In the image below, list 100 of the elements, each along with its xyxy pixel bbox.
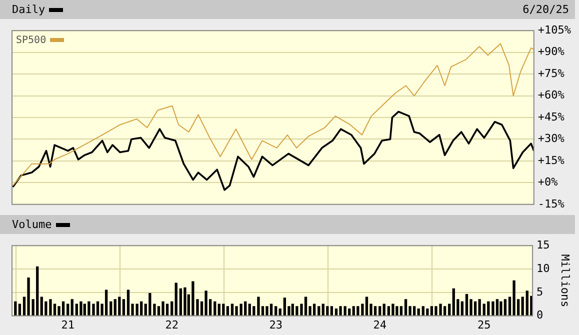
bar (465, 294, 468, 316)
bar (179, 288, 182, 316)
bar (378, 306, 382, 316)
y-tick-label: -15% (538, 197, 565, 210)
legend-label: Volume (12, 218, 52, 231)
legend-label: Daily (12, 3, 46, 16)
bar (512, 280, 516, 316)
bar (326, 306, 329, 316)
bar (426, 308, 429, 316)
bar (44, 301, 48, 316)
x-tick-label: 24 (373, 318, 387, 332)
bar (382, 304, 386, 316)
bar (266, 306, 268, 316)
y-tick-label: +45% (538, 110, 565, 124)
bar (521, 296, 524, 316)
bar (166, 304, 169, 316)
bar (526, 290, 528, 316)
bar (49, 299, 52, 316)
y-tick-label: 0 (536, 308, 544, 322)
bar (448, 304, 451, 316)
bar (392, 304, 394, 316)
bar (62, 301, 65, 316)
bar (222, 304, 225, 316)
bar (252, 306, 256, 316)
bar (322, 304, 324, 316)
bar (430, 306, 434, 316)
bar (148, 293, 152, 316)
bar (18, 304, 22, 316)
bar (312, 304, 316, 316)
x-tick-label: 21 (61, 318, 74, 332)
bar (412, 306, 416, 316)
y-tick-label: 5 (536, 285, 544, 298)
bar (70, 299, 74, 316)
bar (122, 299, 126, 316)
y-tick-label: +90% (538, 45, 565, 58)
x-tick-label: 25 (477, 318, 491, 332)
bar (218, 304, 220, 316)
text: 6/20/25 (522, 2, 569, 18)
bar (226, 306, 230, 316)
bar (487, 301, 490, 316)
bar (110, 301, 112, 316)
bar (184, 287, 186, 316)
bar (478, 299, 481, 316)
bar (352, 306, 355, 316)
bar (204, 290, 208, 316)
bar (257, 296, 260, 316)
bar (118, 296, 121, 316)
bar (404, 299, 408, 316)
x-tick-label: 23 (269, 318, 282, 332)
bar (443, 306, 446, 316)
bar (504, 299, 507, 316)
bar (400, 306, 403, 316)
bar (396, 306, 398, 316)
bar (66, 304, 70, 316)
bar (474, 301, 477, 316)
bar (214, 301, 216, 316)
bar (270, 304, 273, 316)
bar (174, 282, 178, 316)
legend-label: SP500 (16, 34, 46, 46)
bar (330, 306, 334, 316)
y-tick-label: +60% (538, 88, 565, 102)
bar (104, 290, 108, 316)
bar (162, 301, 164, 316)
bar (365, 296, 368, 316)
bar (230, 304, 234, 316)
bar (482, 304, 486, 316)
bar (136, 304, 138, 316)
y-tick-label: +105% (538, 23, 572, 36)
y-tick-label: +0% (538, 176, 558, 189)
x-tick-label: 22 (165, 318, 178, 332)
bar (496, 299, 499, 316)
bar (170, 301, 174, 316)
bar (80, 301, 82, 316)
bar (304, 296, 308, 316)
bar (126, 290, 130, 316)
y-tick-label: +15% (538, 154, 565, 167)
y-axis-title: Millions (558, 254, 572, 308)
bar (500, 301, 502, 316)
bar (417, 308, 420, 316)
bar (452, 288, 455, 316)
bar (422, 306, 424, 316)
bar (374, 306, 377, 316)
y-tick-label: +75% (538, 66, 565, 80)
y-tick-label: 15 (536, 238, 550, 252)
bar (14, 301, 17, 316)
bar (27, 278, 30, 316)
bar (96, 301, 100, 316)
bar (248, 304, 251, 316)
bar (356, 306, 360, 316)
bar (492, 301, 494, 316)
y-tick-label: 10 (536, 262, 550, 275)
bar (460, 301, 464, 316)
bar (75, 304, 78, 316)
bar (114, 299, 116, 316)
bar (334, 308, 338, 316)
bar (274, 306, 278, 316)
bar (153, 304, 156, 316)
bar (140, 301, 143, 316)
bar (36, 266, 39, 316)
y-tick-label: +30% (538, 132, 565, 146)
